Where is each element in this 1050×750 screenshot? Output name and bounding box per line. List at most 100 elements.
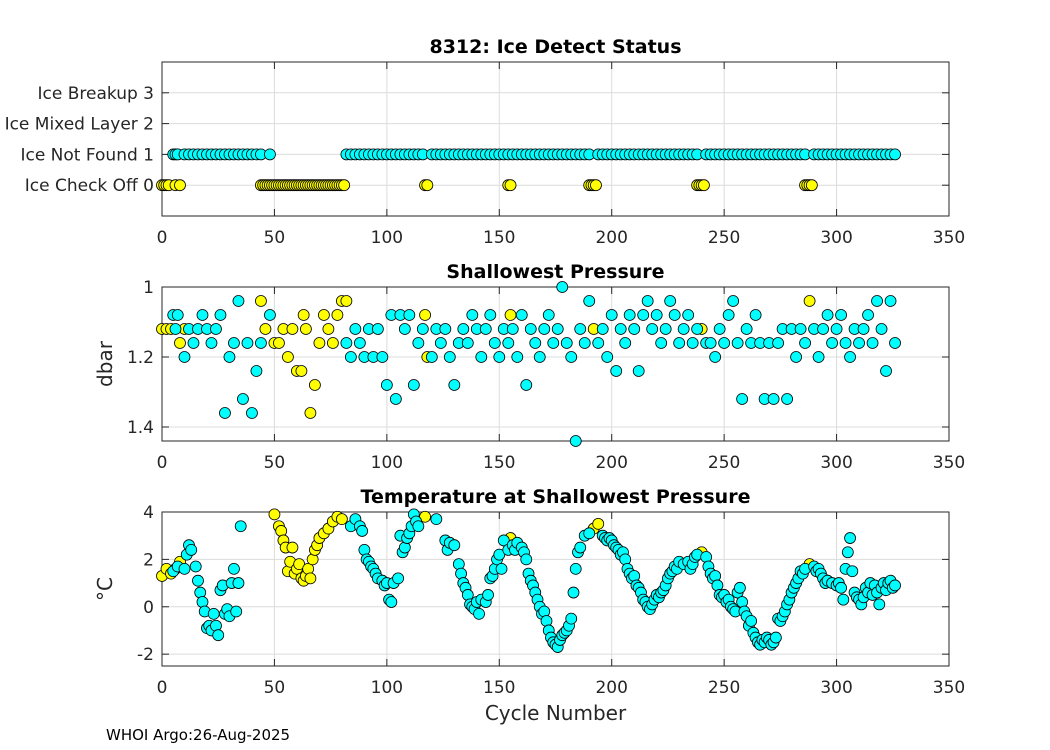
- data-point: [174, 337, 186, 349]
- data-point: [389, 393, 402, 405]
- data-point: [542, 309, 555, 321]
- data-point: [493, 351, 506, 363]
- data-point: [826, 337, 838, 349]
- data-point: [731, 337, 744, 349]
- data-point: [178, 351, 191, 363]
- y-tick-label: -2: [137, 645, 154, 665]
- data-point: [473, 607, 485, 620]
- x-tick-label: 50: [264, 453, 286, 473]
- data-point: [628, 323, 641, 335]
- data-point: [781, 393, 794, 405]
- data-point: [234, 520, 247, 533]
- data-point: [691, 323, 704, 335]
- data-point: [504, 309, 517, 321]
- data-point: [335, 513, 348, 526]
- data-point: [749, 309, 762, 321]
- data-point: [331, 309, 344, 321]
- data-point: [232, 295, 245, 307]
- data-point: [425, 351, 438, 363]
- data-point: [583, 527, 596, 540]
- data-point: [340, 295, 353, 307]
- data-point: [286, 541, 299, 554]
- data-point: [448, 379, 461, 391]
- data-point: [709, 351, 722, 363]
- data-point: [488, 337, 501, 349]
- data-point: [264, 148, 276, 161]
- data-point: [338, 179, 351, 192]
- y-tick-label: 1.2: [127, 348, 154, 368]
- data-point: [880, 365, 892, 377]
- data-point: [443, 351, 456, 363]
- data-point: [210, 323, 222, 335]
- data-point: [219, 407, 231, 419]
- data-point: [664, 295, 677, 307]
- data-point: [300, 323, 312, 335]
- shallowest-pressure-plot: 0 50 100 150 200 250 300 350 1 1.2 1.4 Shallowest P…: [93, 261, 965, 473]
- data-point: [223, 351, 236, 363]
- data-point: [419, 309, 431, 321]
- data-point: [169, 323, 182, 335]
- data-point: [713, 323, 726, 335]
- data-point: [873, 598, 886, 611]
- data-point: [659, 323, 672, 335]
- data-point: [610, 365, 623, 377]
- plot-title: 8312: Ice Detect Status: [429, 36, 681, 58]
- data-point: [376, 351, 389, 363]
- data-point: [794, 323, 807, 335]
- data-point: [529, 337, 542, 349]
- data-point: [482, 589, 494, 601]
- data-point: [230, 605, 243, 618]
- data-point: [574, 541, 587, 554]
- data-point: [803, 295, 816, 307]
- data-point: [596, 323, 609, 335]
- data-point: [297, 309, 310, 321]
- data-point: [264, 309, 276, 321]
- data-point: [412, 520, 425, 533]
- x-tick-label: 200: [595, 453, 627, 473]
- y-axis-label: dbar: [93, 340, 117, 387]
- data-point: [524, 323, 537, 335]
- x-tick-label: 300: [820, 678, 852, 698]
- y-tick-label: Ice Mixed Layer 2: [5, 115, 154, 135]
- data-point: [862, 309, 874, 321]
- data-point: [619, 337, 632, 349]
- data-point: [547, 337, 560, 349]
- data-point: [392, 572, 405, 585]
- data-point: [686, 337, 699, 349]
- data-point: [655, 337, 668, 349]
- data-point: [745, 615, 758, 627]
- data-point: [641, 295, 654, 307]
- data-point: [565, 351, 578, 363]
- data-point: [799, 337, 811, 349]
- data-point: [385, 596, 398, 608]
- data-point: [421, 179, 434, 192]
- data-point: [171, 309, 184, 321]
- x-tick-label: 150: [483, 453, 515, 473]
- data-point: [448, 539, 461, 552]
- data-point: [479, 323, 492, 335]
- data-point: [592, 517, 605, 530]
- data-point: [772, 337, 785, 349]
- data-point: [466, 309, 479, 321]
- data-point: [871, 295, 883, 307]
- data-point: [727, 295, 740, 307]
- data-point: [668, 309, 681, 321]
- data-point: [520, 379, 533, 391]
- x-tick-label: 350: [933, 228, 965, 248]
- data-point: [578, 337, 591, 349]
- data-point: [371, 323, 384, 335]
- plot-area: [162, 287, 949, 441]
- data-point: [457, 323, 470, 335]
- x-tick-label: 350: [933, 453, 965, 473]
- data-point: [637, 309, 650, 321]
- data-point: [353, 337, 366, 349]
- data-point: [592, 337, 605, 349]
- data-point: [380, 379, 393, 391]
- data-point: [282, 351, 294, 363]
- footer-credit: WHOI Argo:26-Aug-2025: [106, 726, 291, 744]
- data-point: [430, 513, 443, 526]
- x-tick-label: 300: [820, 453, 852, 473]
- data-point: [830, 323, 843, 335]
- data-point: [322, 323, 335, 335]
